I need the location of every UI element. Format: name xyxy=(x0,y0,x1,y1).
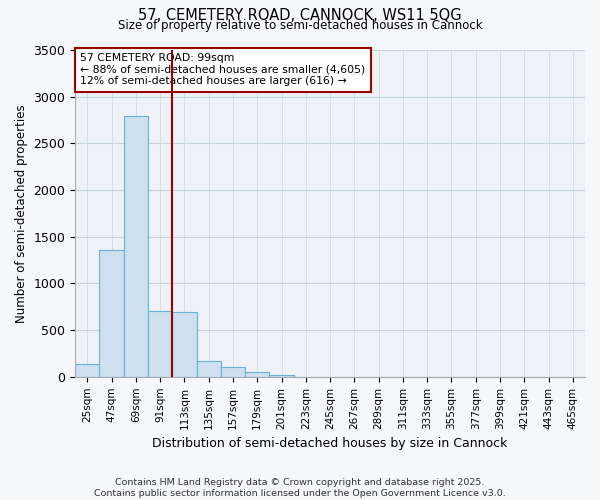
Bar xyxy=(172,312,197,377)
Y-axis label: Number of semi-detached properties: Number of semi-detached properties xyxy=(15,104,28,322)
Text: Contains HM Land Registry data © Crown copyright and database right 2025.
Contai: Contains HM Land Registry data © Crown c… xyxy=(94,478,506,498)
Bar xyxy=(100,250,124,377)
Bar xyxy=(269,375,293,377)
Bar xyxy=(124,116,148,377)
Bar xyxy=(221,368,245,377)
Bar xyxy=(75,364,100,377)
Text: 57, CEMETERY ROAD, CANNOCK, WS11 5QG: 57, CEMETERY ROAD, CANNOCK, WS11 5QG xyxy=(138,8,462,22)
Text: 57 CEMETERY ROAD: 99sqm
← 88% of semi-detached houses are smaller (4,605)
12% of: 57 CEMETERY ROAD: 99sqm ← 88% of semi-de… xyxy=(80,54,365,86)
Text: Size of property relative to semi-detached houses in Cannock: Size of property relative to semi-detach… xyxy=(118,18,482,32)
Bar xyxy=(148,312,172,377)
X-axis label: Distribution of semi-detached houses by size in Cannock: Distribution of semi-detached houses by … xyxy=(152,437,508,450)
Bar xyxy=(245,372,269,377)
Bar xyxy=(197,361,221,377)
